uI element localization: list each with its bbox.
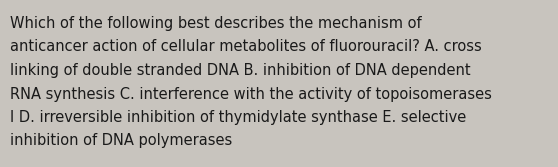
Text: Which of the following best describes the mechanism of: Which of the following best describes th… [10, 16, 422, 31]
Text: inhibition of DNA polymerases: inhibition of DNA polymerases [10, 133, 232, 148]
Text: I D. irreversible inhibition of thymidylate synthase E. selective: I D. irreversible inhibition of thymidyl… [10, 110, 466, 125]
Text: linking of double stranded DNA B. inhibition of DNA dependent: linking of double stranded DNA B. inhibi… [10, 63, 470, 78]
Text: anticancer action of cellular metabolites of fluorouracil? A. cross: anticancer action of cellular metabolite… [10, 40, 482, 54]
Text: RNA synthesis C. interference with the activity of topoisomerases: RNA synthesis C. interference with the a… [10, 87, 492, 102]
